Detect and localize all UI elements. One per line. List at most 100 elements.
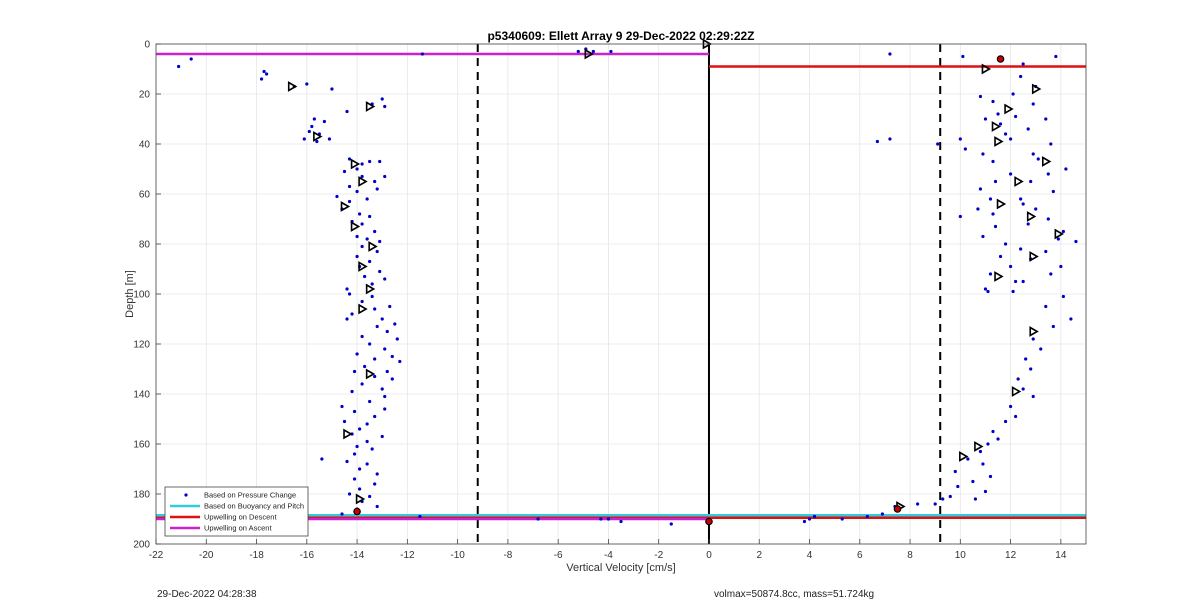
pressure-change-point [880, 512, 885, 516]
pressure-change-point [418, 514, 422, 519]
triangle-marker [350, 158, 361, 170]
reference-lines [476, 44, 942, 544]
triangle-marker [1011, 386, 1022, 397]
pressure-change-point [807, 517, 812, 521]
pressure-change-point [177, 64, 181, 69]
pressure-change-point [375, 472, 379, 476]
pressure-change-point [1044, 117, 1048, 121]
pressure-change-point [998, 122, 1003, 126]
triangle-marker [368, 241, 378, 252]
legend-entry-label: Based on Pressure Change [204, 491, 296, 500]
triangle-marker [1054, 228, 1064, 240]
pressure-change-point [973, 497, 978, 501]
pressure-change-point [357, 467, 362, 471]
x-tick-label: 8 [907, 550, 913, 561]
pressure-change-point [1031, 152, 1035, 156]
pressure-change-point [1059, 264, 1063, 269]
triangle-marker [1029, 251, 1039, 262]
pressure-change-point [365, 237, 369, 241]
pressure-change-point [599, 517, 603, 521]
pressure-change-point [948, 494, 952, 499]
pressure-change-point [378, 159, 382, 164]
pressure-change-point [390, 377, 394, 381]
pressure-change-point [378, 269, 382, 274]
pressure-change-point [888, 137, 892, 141]
pressure-change-point [360, 299, 364, 304]
red-circle-marker [705, 517, 713, 526]
pressure-change-point [342, 169, 347, 174]
pressure-change-point [360, 334, 364, 339]
pressure-change-point [375, 324, 379, 329]
pressure-change-point [1031, 337, 1035, 341]
pressure-change-point [1049, 272, 1053, 276]
pressure-change-point [360, 222, 364, 226]
y-tick-label: 160 [133, 440, 150, 451]
pressure-change-point [998, 254, 1003, 259]
x-axis-ticks: -22 -20 -18 -16 -14 -12 -10 -8 -6 -4 -2 0 2 4 6 8 10 12 14 [149, 539, 1067, 561]
pressure-change-point [355, 254, 359, 259]
pressure-change-point [360, 244, 364, 249]
pressure-change-point [320, 457, 324, 461]
pressure-change-point [322, 119, 327, 124]
pressure-change-point [991, 159, 995, 164]
pressure-change-point [368, 159, 372, 164]
pressure-change-point [189, 57, 193, 61]
pressure-change-point [991, 212, 995, 216]
triangle-marker [287, 81, 298, 92]
pressure-change-point [385, 329, 389, 334]
pressure-change-point [375, 504, 379, 509]
triangle-marker [358, 303, 368, 315]
pressure-change-point [1026, 127, 1030, 131]
pressure-change-point [373, 357, 377, 361]
pressure-change-point [993, 224, 998, 229]
pressure-change-point [347, 292, 352, 296]
pressure-change-point [312, 117, 316, 121]
pressure-change-point [385, 369, 389, 374]
pressure-change-point [347, 184, 352, 189]
pressure-change-point [1008, 172, 1013, 176]
pressure-change-point [370, 294, 374, 299]
pressure-change-point [988, 197, 993, 201]
pressure-change-point [350, 312, 354, 316]
pressure-change-point [609, 49, 613, 54]
pressure-change-point [380, 387, 384, 391]
x-tick-label: 4 [807, 550, 813, 561]
pressure-change-point [363, 364, 367, 369]
pressure-change-point [373, 179, 377, 184]
triangle-marker [1014, 176, 1024, 187]
pressure-change-point [1044, 249, 1048, 254]
pressure-change-point [1051, 324, 1055, 329]
pressure-change-point [373, 229, 377, 234]
pressure-change-point [812, 514, 817, 519]
pressure-change-point [360, 162, 364, 166]
y-tick-label: 120 [133, 340, 150, 351]
pressure-change-point [383, 277, 387, 281]
x-tick-label: -12 [400, 550, 415, 561]
pressure-change-point [1019, 74, 1023, 79]
pressure-change-point [380, 317, 384, 321]
pressure-change-point [1061, 294, 1065, 299]
triangle-marker [1004, 103, 1014, 115]
pressure-change-point [340, 404, 344, 409]
x-tick-label: -2 [654, 550, 663, 561]
pressure-change-point [355, 352, 359, 356]
pressure-change-point [1003, 132, 1008, 136]
red-circle-markers [353, 55, 1005, 526]
pressure-change-point [963, 147, 967, 151]
pressure-change-point [983, 287, 988, 291]
pressure-change-point [981, 462, 985, 466]
y-tick-label: 80 [139, 240, 151, 251]
pressure-change-point [1034, 207, 1038, 211]
pressure-change-point [956, 484, 960, 489]
pressure-change-point [978, 94, 983, 99]
triangle-marker [994, 136, 1004, 147]
triangle-marker [365, 283, 376, 295]
pressure-change-point [1049, 142, 1053, 146]
pressure-change-point [340, 512, 344, 516]
pressure-change-point [576, 49, 580, 54]
x-tick-label: -4 [604, 550, 613, 561]
triangle-marker [355, 493, 366, 505]
triangle-marker [365, 101, 376, 112]
x-tick-label: -6 [554, 550, 563, 561]
